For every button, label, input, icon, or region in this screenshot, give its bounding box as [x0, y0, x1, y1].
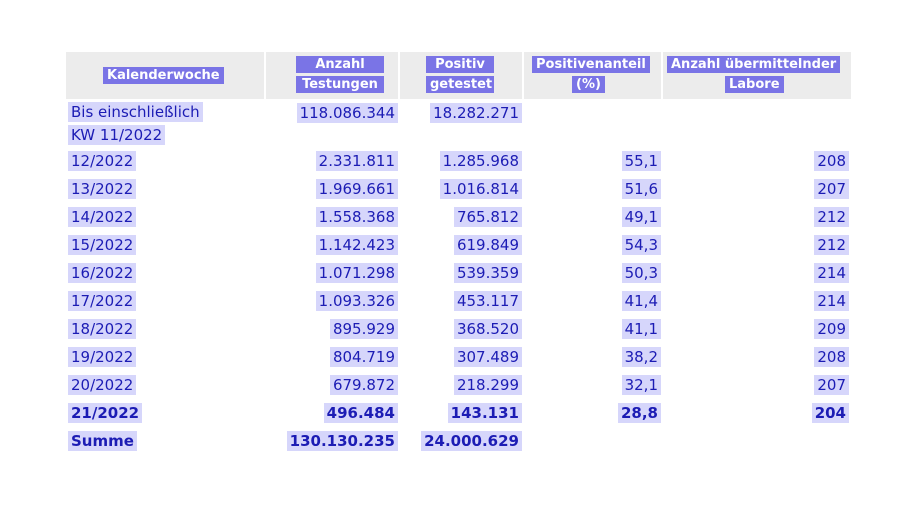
header-week: Kalenderwoche	[66, 52, 266, 99]
table-row: 21/2022 496.484 143.131 28,8 204	[66, 399, 851, 427]
share-cell: 32,1	[621, 375, 661, 395]
positive-cell: 18.282.271	[430, 103, 522, 123]
positive-cell: 619.849	[453, 235, 522, 255]
positive-cell: 1.285.968	[439, 151, 522, 171]
week-cell-line2: KW 11/2022	[68, 125, 166, 145]
share-cell: 49,1	[621, 207, 661, 227]
tests-cell: 118.086.344	[296, 103, 398, 123]
share-cell: 50,3	[621, 263, 661, 283]
table-row: 15/2022 1.142.423 619.849 54,3 212	[66, 231, 851, 259]
header-tests: Anzahl Testungen	[266, 52, 400, 99]
table-row: 14/2022 1.558.368 765.812 49,1 212	[66, 203, 851, 231]
positive-cell: 1.016.814	[439, 179, 522, 199]
tests-cell: 804.719	[329, 347, 398, 367]
share-cell: 28,8	[617, 403, 661, 423]
tests-cell: 496.484	[323, 403, 398, 423]
week-cell: 19/2022	[68, 347, 137, 367]
table-row: 12/2022 2.331.811 1.285.968 55,1 208	[66, 147, 851, 175]
header-labs-line2: Labore	[725, 76, 784, 93]
sum-positive: 24.000.629	[421, 431, 522, 451]
sum-tests: 130.130.235	[286, 431, 398, 451]
week-cell: 20/2022	[68, 375, 137, 395]
table-row: 18/2022 895.929 368.520 41,1 209	[66, 315, 851, 343]
table-row: 17/2022 1.093.326 453.117 41,4 214	[66, 287, 851, 315]
table-row: 19/2022 804.719 307.489 38,2 208	[66, 343, 851, 371]
labs-cell: 207	[814, 375, 849, 395]
table-row: 20/2022 679.872 218.299 32,1 207	[66, 371, 851, 399]
positive-cell: 218.299	[453, 375, 522, 395]
tests-cell: 1.071.298	[315, 263, 398, 283]
share-cell: 54,3	[621, 235, 661, 255]
week-cell-line1: Bis einschließlich	[68, 102, 203, 122]
labs-cell: 209	[814, 319, 849, 339]
labs-cell: 214	[814, 263, 849, 283]
positive-cell: 765.812	[453, 207, 522, 227]
header-share: Positivenanteil (%)	[524, 52, 663, 99]
positive-cell: 307.489	[453, 347, 522, 367]
share-cell: 41,1	[621, 319, 661, 339]
tests-cell: 895.929	[329, 319, 398, 339]
labs-cell: 207	[814, 179, 849, 199]
share-cell: 38,2	[621, 347, 661, 367]
header-positive: Positiv getestet	[400, 52, 524, 99]
week-cell: 13/2022	[68, 179, 137, 199]
header-share-line2: (%)	[572, 76, 605, 93]
positive-cell: 539.359	[453, 263, 522, 283]
sum-label: Summe	[68, 431, 137, 451]
week-cell: 18/2022	[68, 319, 137, 339]
week-cell: 12/2022	[68, 151, 137, 171]
week-cell: 21/2022	[68, 403, 143, 423]
share-cell: 41,4	[621, 291, 661, 311]
header-positive-line2: getestet	[426, 76, 494, 93]
positive-cell: 143.131	[447, 403, 522, 423]
labs-cell: 212	[814, 235, 849, 255]
testing-table: Kalenderwoche Anzahl Testungen Positiv g…	[66, 52, 851, 455]
week-cell: 16/2022	[68, 263, 137, 283]
tests-cell: 1.093.326	[315, 291, 398, 311]
tests-cell: 1.142.423	[315, 235, 398, 255]
labs-cell: 208	[814, 347, 849, 367]
positive-cell: 368.520	[453, 319, 522, 339]
header-positive-line1: Positiv	[426, 56, 494, 73]
header-tests-line2: Testungen	[296, 76, 384, 93]
header-share-line1: Positivenanteil	[532, 56, 650, 73]
tests-cell: 679.872	[329, 375, 398, 395]
tests-cell: 1.969.661	[315, 179, 398, 199]
header-labs: Anzahl übermittelnder Labore	[663, 52, 851, 99]
table-row: 16/2022 1.071.298 539.359 50,3 214	[66, 259, 851, 287]
table-row: 13/2022 1.969.661 1.016.814 51,6 207	[66, 175, 851, 203]
sum-row: Summe 130.130.235 24.000.629	[66, 427, 851, 455]
share-cell: 55,1	[621, 151, 661, 171]
week-cell: 17/2022	[68, 291, 137, 311]
tests-cell: 2.331.811	[315, 151, 398, 171]
header-tests-line1: Anzahl	[296, 56, 384, 73]
table-row: Bis einschließlich KW 11/2022 118.086.34…	[66, 99, 851, 147]
positive-cell: 453.117	[453, 291, 522, 311]
share-cell: 51,6	[621, 179, 661, 199]
labs-cell: 204	[811, 403, 849, 423]
week-cell: 14/2022	[68, 207, 137, 227]
labs-cell: 208	[814, 151, 849, 171]
table-header: Kalenderwoche Anzahl Testungen Positiv g…	[66, 52, 851, 99]
header-labs-line1: Anzahl übermittelnder	[667, 56, 841, 73]
header-week-label: Kalenderwoche	[103, 67, 224, 84]
week-cell: 15/2022	[68, 235, 137, 255]
tests-cell: 1.558.368	[315, 207, 398, 227]
labs-cell: 212	[814, 207, 849, 227]
labs-cell: 214	[814, 291, 849, 311]
